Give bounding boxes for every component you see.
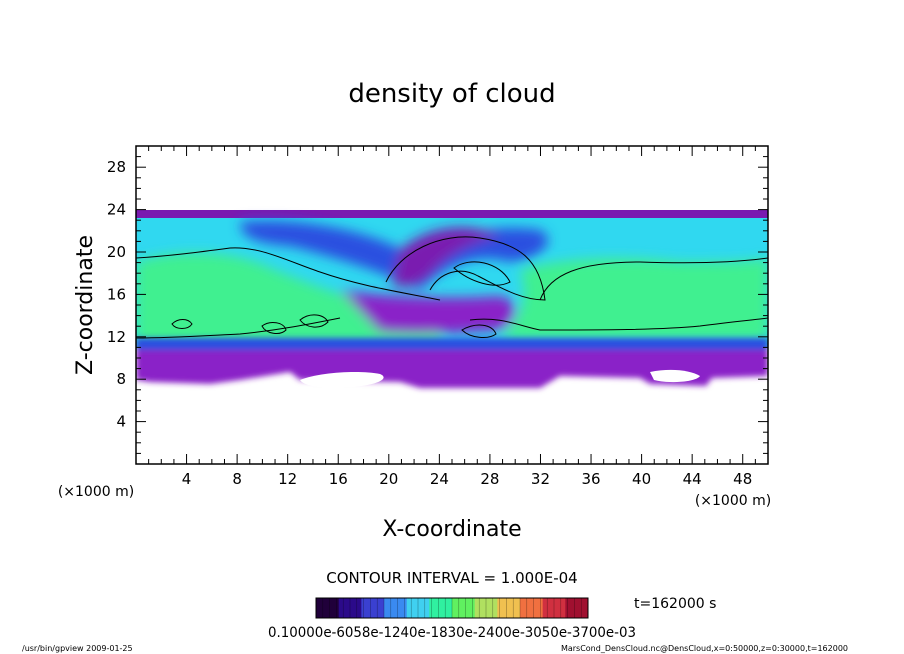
contour-interval: CONTOUR INTERVAL = 1.000E-04 — [326, 569, 577, 587]
contour-line-7 — [261, 322, 287, 334]
colorbar-segment — [429, 598, 453, 618]
field-middle-left — [136, 252, 440, 345]
colorbar-labels: 0.10000e-6058e-1240e-1830e-2400e-3050e-3… — [268, 625, 636, 641]
contour-line-9 — [461, 324, 497, 338]
contour-line-3 — [539, 257, 768, 301]
x-tick-label: 12 — [278, 470, 297, 488]
field-top-band — [136, 210, 768, 218]
colorbar-segment — [565, 598, 589, 618]
x-axis: 4 8 12 16 20 24 28 32 36 40 44 48 — [148, 146, 756, 488]
colorbar-segment — [497, 598, 521, 618]
y-tick-label: 20 — [107, 243, 126, 261]
x-tick-label: 48 — [733, 470, 752, 488]
y-axis-label: Z-coordinate — [73, 235, 98, 375]
contour-line-1 — [136, 247, 441, 301]
colorbar-segment — [406, 598, 430, 618]
y-tick-label: 12 — [107, 328, 126, 346]
field-gap-2 — [650, 369, 700, 383]
colorbar-segment — [338, 598, 362, 618]
x-tick-label: 24 — [430, 470, 449, 488]
colorbar-segment — [361, 598, 385, 618]
footer-left: /usr/bin/gpview 2009-01-25 — [22, 644, 133, 653]
x-unit-left: (×1000 m) — [58, 484, 134, 500]
heatmap-field — [136, 210, 768, 388]
x-axis-label: X-coordinate — [382, 517, 521, 542]
y-tick-label: 4 — [116, 413, 126, 431]
contour-line-6 — [171, 319, 193, 329]
field-turbulent-core — [340, 290, 515, 334]
y-tick-label: 24 — [107, 201, 126, 219]
colorbar-segment — [384, 598, 408, 618]
x-unit-right: (×1000 m) — [695, 493, 771, 509]
contour-line-5 — [469, 317, 768, 331]
field-gap-1 — [300, 372, 384, 388]
y-tick-label: 8 — [116, 370, 126, 388]
x-tick-label: 4 — [182, 470, 192, 488]
colorbar-segment — [452, 598, 476, 618]
contour-line-2 — [385, 236, 546, 301]
y-tick-label: 16 — [107, 285, 126, 303]
x-tick-label: 44 — [683, 470, 702, 488]
y-tick-label: 28 — [107, 158, 126, 176]
x-tick-label: 16 — [329, 470, 348, 488]
y-axis: 4 8 12 16 20 24 28 — [107, 156, 768, 454]
x-tick-label: 28 — [480, 470, 499, 488]
field-lower-blue — [136, 338, 768, 352]
colorbar-frame — [315, 597, 589, 619]
contour-line-10 — [453, 261, 511, 286]
colorbar-segment — [542, 598, 566, 618]
x-tick-label: 32 — [531, 470, 550, 488]
field-middle-right — [500, 258, 768, 340]
contour-line-4 — [136, 317, 341, 339]
field-bottom-purple — [136, 350, 768, 388]
contour-line-8 — [299, 314, 329, 328]
colorbar-segment — [316, 598, 340, 618]
x-tick-label: 36 — [581, 470, 600, 488]
colorbar-segment — [520, 598, 544, 618]
chart-title: density of cloud — [348, 79, 555, 109]
x-tick-label: 20 — [379, 470, 398, 488]
colorbar — [315, 598, 589, 618]
x-tick-label: 8 — [232, 470, 242, 488]
time-label: t=162000 s — [634, 596, 716, 612]
x-tick-label: 40 — [632, 470, 651, 488]
field-dark-swirl — [392, 227, 500, 287]
colorbar-segment — [474, 598, 498, 618]
footer-right: MarsCond_DensCloud.nc@DensCloud,x=0:5000… — [561, 644, 848, 653]
